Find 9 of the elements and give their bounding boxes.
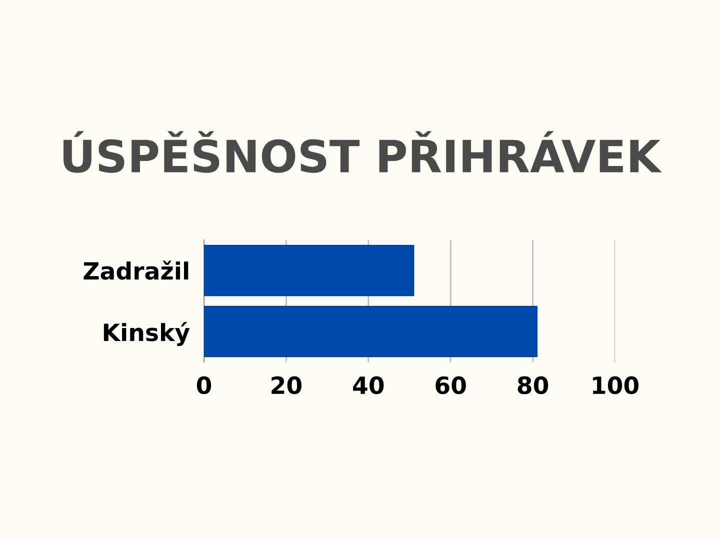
x-tick-label: 80 — [518, 376, 548, 394]
y-tick-label: Zadražil — [84, 260, 188, 280]
y-tick-label: Kinský — [104, 322, 190, 346]
x-tick-label: 20 — [272, 376, 302, 394]
x-tick-label: 40 — [353, 376, 384, 394]
chart-title: ÚSPĚŠNOST PŘIHRÁVEK — [64, 131, 662, 173]
x-tick-label: 60 — [436, 376, 466, 394]
x-tick-label: 0 — [196, 376, 212, 394]
x-tick-label: 100 — [593, 376, 639, 394]
